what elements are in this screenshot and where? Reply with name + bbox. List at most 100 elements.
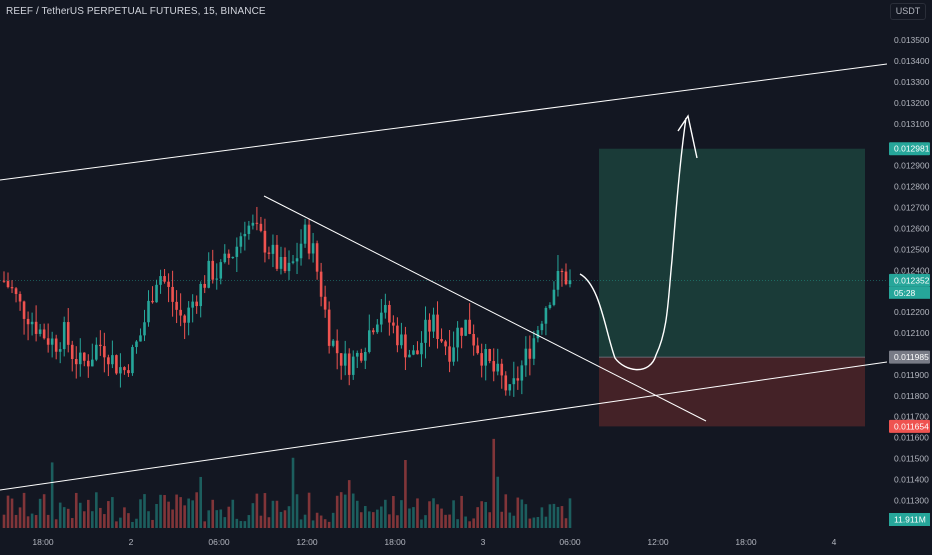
- volume-bar: [464, 516, 467, 528]
- volume-bar: [452, 500, 455, 528]
- price-tick-label: 0.012800: [894, 182, 930, 192]
- candle-body: [14, 288, 18, 295]
- candle-body: [46, 338, 50, 345]
- volume-bar: [50, 462, 54, 528]
- volume-bar: [552, 503, 556, 528]
- volume-bar: [263, 493, 267, 528]
- volume-bar: [30, 513, 34, 528]
- candle-body: [223, 253, 227, 263]
- volume-bar: [380, 506, 383, 528]
- price-axis: 0.013500 0.013400 0.013300 0.013200 0.013100…: [887, 0, 932, 550]
- volume-bar: [355, 500, 359, 528]
- volume-bar: [295, 494, 299, 528]
- candle-body: [307, 224, 311, 254]
- volume-bar: [66, 508, 70, 528]
- candle-body: [175, 301, 178, 310]
- volume-bar: [203, 521, 207, 528]
- volume-bar: [516, 497, 520, 528]
- volume-bar: [199, 476, 202, 528]
- candle-body: [267, 252, 271, 254]
- candle-body: [195, 301, 198, 307]
- volume-bar: [22, 492, 26, 528]
- candle-body: [287, 262, 291, 272]
- candle-body: [211, 260, 215, 280]
- currency-button[interactable]: USDT: [890, 3, 926, 20]
- candle-body: [335, 340, 339, 354]
- volume-bar: [568, 498, 572, 528]
- volume-bar: [54, 519, 58, 528]
- candle-body: [291, 261, 295, 263]
- candle-body: [376, 324, 379, 333]
- time-tick-label: 2: [129, 537, 134, 547]
- candle-body: [492, 361, 496, 372]
- candle-body: [363, 351, 367, 361]
- volume-bar: [147, 511, 150, 528]
- candle-body: [384, 304, 387, 313]
- candle-body: [315, 243, 319, 272]
- volume-label: 11.911M: [894, 515, 926, 525]
- candle-body: [552, 289, 556, 305]
- time-tick-label: 18:00: [735, 537, 757, 547]
- volume-bar: [460, 495, 463, 528]
- volume-bar: [155, 503, 158, 528]
- time-axis-bg: [0, 532, 887, 550]
- candle-body: [151, 300, 154, 303]
- time-tick-label: 12:00: [647, 537, 669, 547]
- volume-bar: [343, 494, 347, 528]
- price-tick-label: 0.012600: [894, 223, 930, 233]
- candle-body: [239, 236, 243, 247]
- volume-bar: [412, 507, 415, 528]
- candle-body: [303, 224, 307, 244]
- volume-bar: [311, 520, 315, 528]
- price-tick-label: 0.012500: [894, 244, 930, 254]
- volume-bar: [392, 496, 395, 528]
- price-tick-label: 0.011700: [894, 412, 929, 422]
- volume-bar: [540, 507, 544, 528]
- candle-body: [488, 349, 492, 362]
- volume-bar: [536, 517, 540, 528]
- volume-bar: [235, 518, 239, 528]
- volume-bar: [512, 515, 516, 528]
- volume-bar: [472, 518, 475, 528]
- candle-body: [428, 319, 431, 332]
- candle-body: [408, 354, 411, 358]
- time-tick-label: 06:00: [208, 537, 230, 547]
- volume-bar: [86, 499, 90, 528]
- volume-bar: [267, 517, 271, 528]
- candle-body: [167, 281, 170, 287]
- candle-body: [464, 319, 467, 336]
- volume-bar: [363, 506, 367, 528]
- candle-body: [452, 347, 455, 362]
- candle-body: [231, 256, 235, 258]
- volume-label-bg: [889, 513, 930, 526]
- candle-body: [82, 352, 86, 361]
- volume-bar: [259, 515, 263, 528]
- countdown-label: 05:28: [894, 288, 916, 298]
- candle-body: [62, 322, 66, 350]
- volume-bar: [416, 498, 419, 528]
- volume-bar: [480, 501, 483, 528]
- candle-body: [323, 296, 327, 310]
- stop-loss-label: 0.011654: [894, 421, 929, 431]
- candle-body: [135, 341, 138, 348]
- entry-price-label-bg: [889, 350, 930, 364]
- candle-body: [480, 353, 483, 366]
- volume-bar: [524, 504, 528, 528]
- candle-body: [139, 335, 142, 342]
- candle-body: [424, 319, 427, 343]
- volume-bar: [428, 501, 431, 528]
- candle-body: [74, 359, 78, 365]
- volume-bar: [183, 505, 186, 528]
- volume-bar: [243, 521, 247, 528]
- candle-body: [147, 300, 150, 323]
- volume-bar: [10, 498, 14, 528]
- price-tick-label: 0.013400: [894, 56, 930, 66]
- candle-body: [311, 243, 315, 254]
- candle-body: [528, 348, 532, 359]
- candle-body: [38, 329, 42, 334]
- volume-bar: [58, 502, 62, 528]
- stop-loss-label-bg: [889, 419, 930, 433]
- volume-bar: [339, 492, 343, 528]
